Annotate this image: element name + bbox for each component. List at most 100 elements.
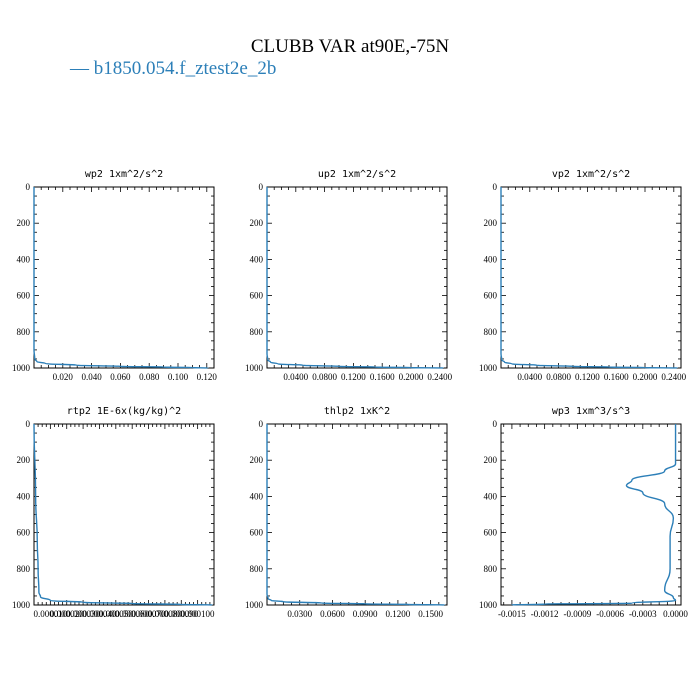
- plot-frame: [266, 186, 448, 369]
- panel-6: wp3 1xm^3/s^3 0 200 400 600 800 1000-0.0015 -0.…: [479, 406, 688, 619]
- x-tick-label: 0.0000: [663, 609, 688, 619]
- y-tick-label: 0: [493, 419, 498, 429]
- x-tick-label: -0.0012: [531, 609, 559, 619]
- y-tick-label: 400: [250, 254, 264, 264]
- y-tick-label: 600: [484, 528, 498, 538]
- x-tick-label: 0.000020: [50, 609, 84, 619]
- x-tick-label: 0.0300: [287, 609, 312, 619]
- series-line: [266, 186, 445, 369]
- panel-2: up2 1xm^2/s^2 0 200 400 600 800 1000 0.0400 0.08…: [245, 169, 453, 382]
- y-tick-label: 200: [17, 218, 31, 228]
- y-tick-label: 0: [493, 182, 498, 192]
- panel-1: wp2 1xm^2/s^2 0 200 400 600 800 1000 0.020 0.040…: [12, 169, 217, 382]
- x-tick-label: 0.000080: [148, 609, 182, 619]
- x-tick-label: -0.0006: [596, 609, 624, 619]
- y-tick-label: 1000: [245, 363, 264, 373]
- x-tick-label: 0.1200: [341, 372, 366, 382]
- y-tick-label: 400: [484, 254, 498, 264]
- y-tick-label: 1000: [479, 600, 498, 610]
- x-tick-label: 0.040: [81, 372, 102, 382]
- y-tick-label: 600: [250, 291, 264, 301]
- x-tick-label: 0.000010: [33, 609, 67, 619]
- x-tick-label: 0.1500: [418, 609, 443, 619]
- y-tick-label: 800: [17, 564, 31, 574]
- y-tick-label: 0: [26, 419, 31, 429]
- panel-title: up2 1xm^2/s^2: [318, 169, 396, 180]
- series-line: [266, 423, 446, 606]
- y-tick-label: 400: [17, 491, 31, 501]
- x-tick-label: 0.020: [53, 372, 74, 382]
- y-tick-label: 600: [484, 291, 498, 301]
- x-tick-label: 0.000060: [115, 609, 149, 619]
- x-tick-label: 0.0800: [546, 372, 571, 382]
- y-tick-label: 400: [484, 491, 498, 501]
- y-tick-label: 600: [17, 291, 31, 301]
- plot-frame: [500, 186, 682, 369]
- panel-5: thlp2 1xK^2 0 200 400 600 800 1000 0.0300 0.0600…: [245, 406, 448, 619]
- y-tick-label: 1000: [12, 363, 31, 373]
- y-tick-label: 400: [250, 491, 264, 501]
- y-tick-label: 600: [17, 528, 31, 538]
- x-tick-label: 0.0400: [517, 372, 542, 382]
- x-tick-label: 0.2000: [399, 372, 424, 382]
- x-tick-label: 0.1600: [604, 372, 629, 382]
- plot-frame: [33, 186, 215, 369]
- x-tick-label: 0.2000: [633, 372, 658, 382]
- x-tick-label: -0.0009: [563, 609, 591, 619]
- y-tick-label: 200: [484, 455, 498, 465]
- x-tick-label: 0.2400: [427, 372, 452, 382]
- legend: — b1850.054.f_ztest2e_2b: [70, 58, 276, 80]
- y-tick-label: 600: [250, 528, 264, 538]
- panel-title: rtp2 1E-6x(kg/kg)^2: [67, 406, 181, 417]
- panel-3: vp2 1xm^2/s^2 0 200 400 600 800 1000 0.0400 0.08…: [479, 169, 687, 382]
- legend-line-sample: —: [70, 58, 89, 79]
- y-tick-label: 200: [250, 218, 264, 228]
- y-tick-label: 800: [250, 327, 264, 337]
- series-line: [500, 186, 679, 369]
- panel-4: rtp2 1E-6x(kg/kg)^2020040060080010000.00…: [12, 406, 215, 619]
- x-tick-label: 0.0800: [312, 372, 337, 382]
- x-tick-label: 0.100: [168, 372, 189, 382]
- x-tick-label: 0.120: [197, 372, 218, 382]
- x-tick-label: 0.060: [110, 372, 131, 382]
- x-tick-label: -0.0003: [629, 609, 657, 619]
- y-tick-label: 200: [484, 218, 498, 228]
- y-tick-label: 0: [259, 182, 264, 192]
- y-tick-label: 0: [26, 182, 31, 192]
- x-tick-label: 0.000040: [83, 609, 117, 619]
- x-tick-label: 0.000090: [164, 609, 198, 619]
- panel-title: wp3 1xm^3/s^3: [552, 406, 630, 417]
- legend-label: b1850.054.f_ztest2e_2b: [93, 58, 277, 79]
- plot-frame: [500, 423, 682, 606]
- x-tick-label: 0.2400: [661, 372, 686, 382]
- x-tick-label: -0.0015: [498, 609, 526, 619]
- y-tick-label: 800: [250, 564, 264, 574]
- x-tick-label: 0.0900: [353, 609, 378, 619]
- x-tick-label: 0.000100: [181, 609, 215, 619]
- y-tick-label: 1000: [12, 600, 31, 610]
- y-tick-label: 1000: [245, 600, 264, 610]
- y-tick-label: 200: [250, 455, 264, 465]
- y-tick-label: 0: [259, 419, 264, 429]
- x-tick-label: 0.0400: [283, 372, 308, 382]
- x-tick-label: 0.1200: [386, 609, 411, 619]
- plot-frame: [266, 423, 448, 606]
- chart-title: CLUBB VAR at90E,-75N: [250, 36, 450, 57]
- y-tick-label: 1000: [479, 363, 498, 373]
- x-tick-label: 0.1200: [575, 372, 600, 382]
- x-tick-label: 0.1600: [370, 372, 395, 382]
- panel-title: vp2 1xm^2/s^2: [552, 169, 630, 180]
- plot-frame: [33, 423, 215, 606]
- x-tick-label: 0.000070: [132, 609, 166, 619]
- y-tick-label: 800: [17, 327, 31, 337]
- y-tick-label: 800: [484, 327, 498, 337]
- x-tick-label: 0.000030: [66, 609, 100, 619]
- x-tick-label: 0.000050: [99, 609, 133, 619]
- x-tick-label: 0.080: [139, 372, 160, 382]
- series-line: [511, 423, 677, 606]
- x-tick-label: 0.0600: [320, 609, 345, 619]
- y-tick-label: 200: [17, 455, 31, 465]
- panel-title: wp2 1xm^2/s^2: [85, 169, 163, 180]
- y-tick-label: 800: [484, 564, 498, 574]
